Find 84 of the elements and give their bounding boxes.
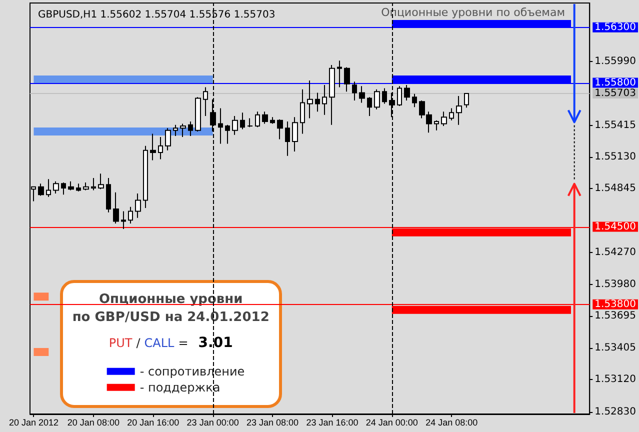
candlestick xyxy=(382,88,387,104)
candlestick xyxy=(300,88,305,134)
candlestick xyxy=(367,96,372,116)
x-tick-label: 24 Jan 08:00 xyxy=(426,418,478,428)
candlestick xyxy=(98,173,104,190)
candlestick xyxy=(412,93,417,108)
candlestick xyxy=(106,178,111,213)
ref-line-label: 1.56300 xyxy=(594,22,636,33)
candlestick xyxy=(292,116,298,152)
candlestick xyxy=(456,96,462,126)
candlestick xyxy=(113,192,119,224)
x-tick-label: 20 Jan 2012 xyxy=(8,418,59,428)
candlestick xyxy=(315,92,320,112)
candlestick xyxy=(434,120,439,131)
candlestick xyxy=(150,133,156,161)
y-tick-label: 1.54845 xyxy=(594,183,636,194)
candlestick xyxy=(307,80,313,119)
candlestick xyxy=(240,112,245,130)
candlestick xyxy=(165,128,171,151)
ref-line-label: 1.53800 xyxy=(594,298,636,310)
y-tick-label: 1.52830 xyxy=(594,406,636,418)
y-tick-label: 1.53120 xyxy=(594,374,636,386)
candlestick xyxy=(449,108,454,121)
annotation: PUT / CALL = 3.01 xyxy=(108,335,233,352)
candlestick xyxy=(143,145,148,208)
ref-line-label: 1.55800 xyxy=(594,77,636,88)
candlestick xyxy=(46,178,51,198)
candlestick xyxy=(322,84,327,116)
x-tick-label: 20 Jan 08:00 xyxy=(67,418,120,428)
candlestick xyxy=(337,60,342,88)
candlestick xyxy=(232,115,238,136)
y-tick-label: 1.53405 xyxy=(594,342,636,354)
candlestick xyxy=(91,178,96,191)
legend-label: - сопротивление xyxy=(140,364,245,378)
candlestick xyxy=(329,64,335,126)
y-tick-label: 1.53695 xyxy=(594,310,636,322)
x-tick-label: 20 Jan 16:00 xyxy=(127,418,180,428)
candlestick xyxy=(128,206,133,224)
candlestick xyxy=(135,193,141,218)
candlestick xyxy=(38,183,44,196)
candlestick xyxy=(374,88,380,110)
candlestick xyxy=(441,111,447,126)
candlestick xyxy=(397,86,402,107)
candlestick xyxy=(53,180,59,194)
annotation: Опционные уровни xyxy=(98,291,244,310)
candlestick xyxy=(83,182,89,191)
candlestick xyxy=(277,118,283,140)
y-tick-label: 1.55990 xyxy=(594,56,636,68)
candlestick xyxy=(247,118,253,128)
text: GBPUSD,H1 1.55602 1.55704 1.55576 1.55703 xyxy=(38,10,276,20)
candlestick xyxy=(61,182,66,196)
candlestick xyxy=(285,121,290,156)
candlestick xyxy=(121,210,126,230)
annotation: по GBP/USD на 24.01.2012 xyxy=(71,309,270,328)
candlestick xyxy=(218,108,223,144)
candlestick xyxy=(180,123,186,138)
candlestick xyxy=(203,86,208,116)
ref-line-label: 1.54500 xyxy=(594,221,636,232)
candlestick xyxy=(404,84,410,101)
legend-label: - поддержка xyxy=(140,380,220,394)
x-tick-label: 23 Jan 00:00 xyxy=(186,418,239,428)
candlestick xyxy=(344,66,350,92)
candlestick xyxy=(158,136,163,160)
candlestick xyxy=(76,183,81,192)
x-tick-label: 23 Jan 08:00 xyxy=(246,418,299,428)
candlestick xyxy=(262,111,268,124)
candlestick xyxy=(188,121,193,136)
candlestick xyxy=(225,124,230,144)
annotation: Опционные уровни по объемам xyxy=(381,6,566,19)
candlestick xyxy=(464,92,469,108)
candlestick xyxy=(255,111,260,128)
candlestick xyxy=(195,96,201,132)
x-tick-label: 24 Jan 00:00 xyxy=(366,418,418,428)
candlestick xyxy=(173,124,178,136)
candlestick xyxy=(68,180,74,191)
y-tick-label: 1.55415 xyxy=(594,120,636,131)
x-tick-label: 23 Jan 16:00 xyxy=(306,418,358,428)
y-tick-label: 1.55130 xyxy=(594,151,636,162)
candlestick xyxy=(270,116,275,124)
candlestick xyxy=(352,81,357,101)
candlestick xyxy=(359,86,365,104)
y-tick-label: 1.54270 xyxy=(594,246,636,258)
ref-line-label: 1.55703 xyxy=(594,88,636,100)
y-tick-label: 1.53980 xyxy=(594,278,636,290)
